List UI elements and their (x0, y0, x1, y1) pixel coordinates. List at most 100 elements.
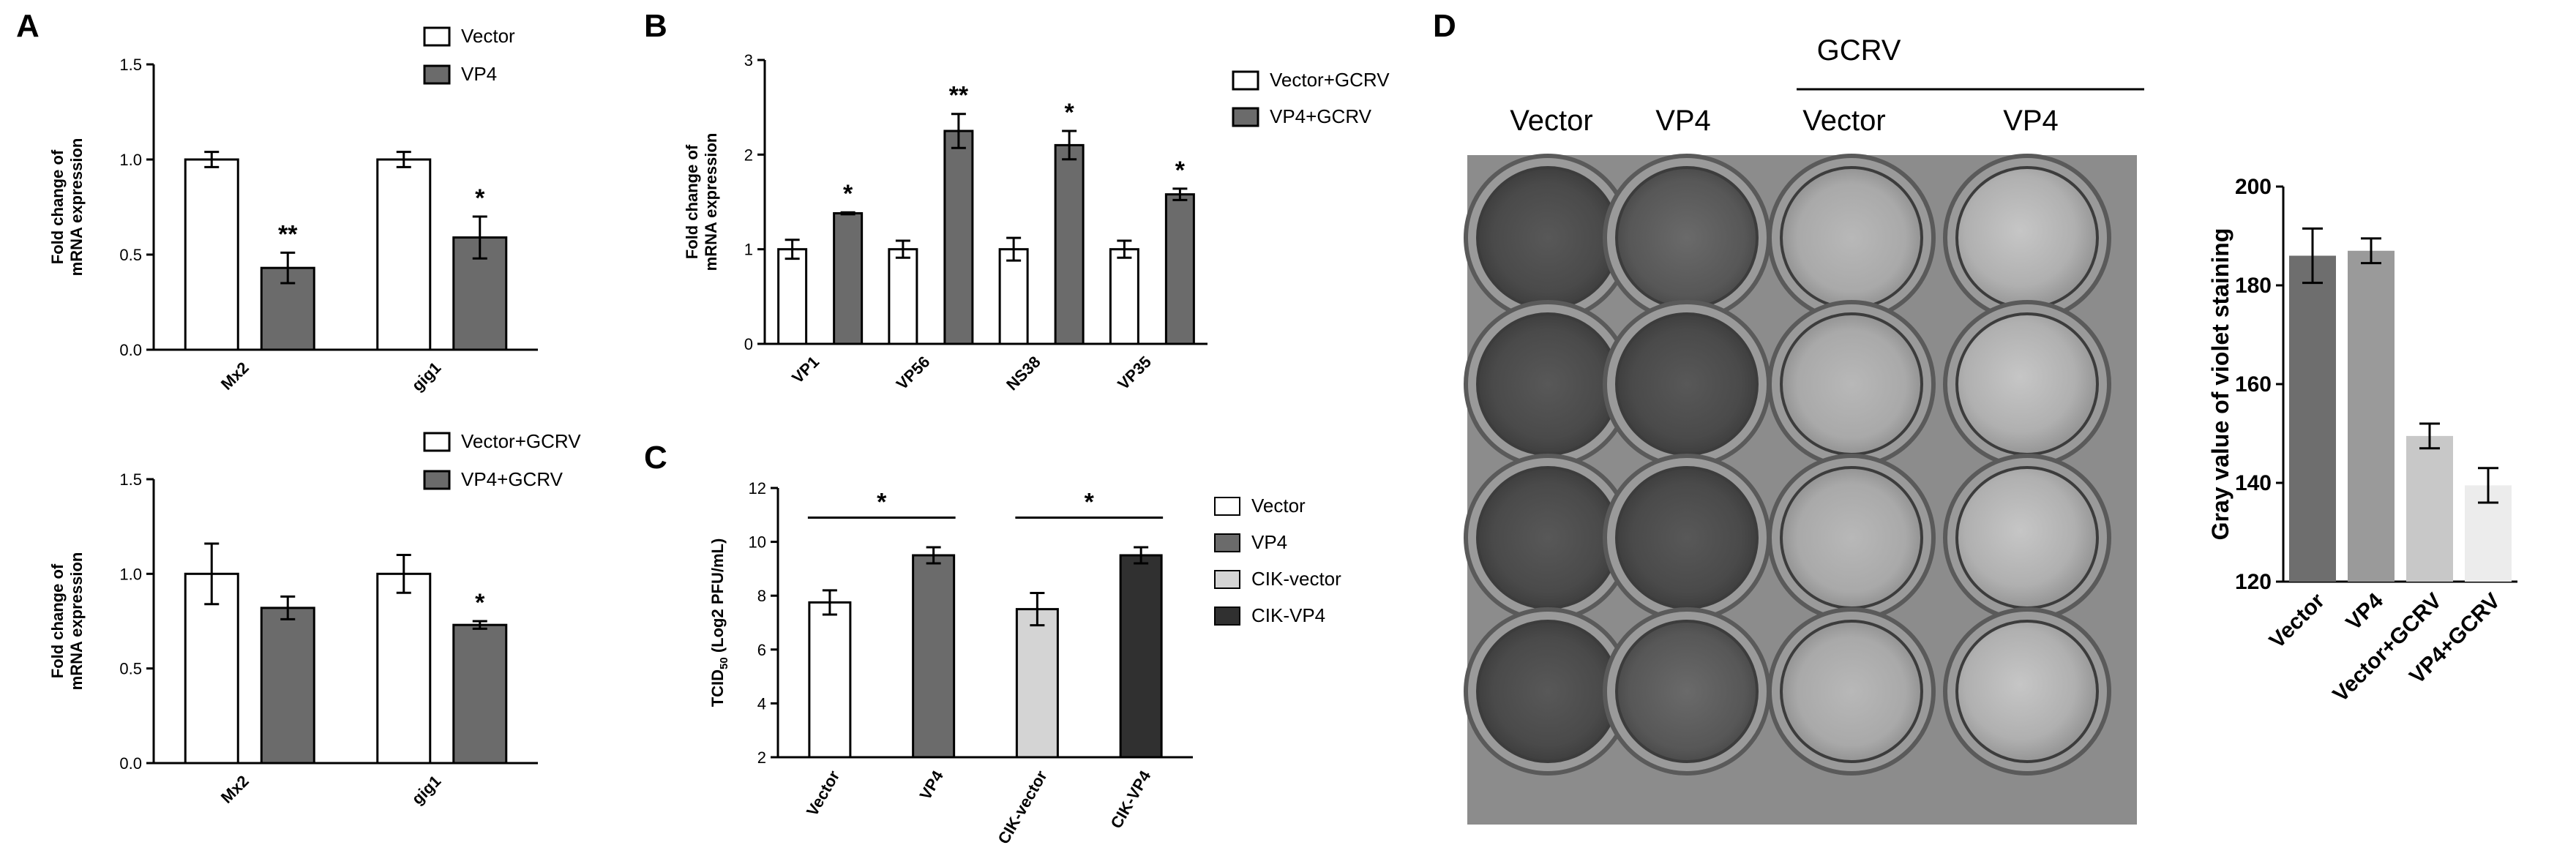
legend-label: Vector (461, 25, 515, 47)
y-tick-label: 8 (757, 587, 766, 605)
legend-swatch (423, 26, 451, 47)
x-tick-label: CIK-vector (994, 767, 1050, 847)
bar (943, 129, 974, 345)
plate-well (1615, 466, 1759, 609)
legend-swatch (423, 64, 451, 85)
y-tick-label: 200 (2235, 175, 2272, 199)
y-tick-label: 3 (744, 51, 753, 70)
y-axis-title: Fold change of (48, 149, 67, 264)
plate-col-label-1: Vector (1510, 105, 1592, 137)
legend-label: CIK-VP4 (1251, 604, 1325, 626)
bar (1119, 554, 1163, 759)
bar (376, 572, 432, 765)
y-tick-label: 0.5 (119, 246, 142, 264)
bar (2406, 435, 2453, 582)
y-tick-label: 2 (744, 146, 753, 164)
bar (998, 248, 1029, 345)
legend-label: CIK-vector (1251, 568, 1341, 590)
y-tick-label: 140 (2235, 471, 2272, 495)
bar (2348, 250, 2395, 582)
y-axis-title: Fold change of (48, 563, 67, 678)
significance-mark: * (1065, 99, 1075, 127)
plate-col-label-2: VP4 (1655, 105, 1711, 137)
plate-well (1615, 166, 1759, 309)
x-tick-label: Vector (803, 767, 843, 819)
legend-swatch (1214, 497, 1240, 516)
legend-label: Vector+GCRV (1270, 69, 1390, 91)
bar (1015, 608, 1059, 759)
bar (452, 623, 508, 765)
x-tick-label: Mx2 (217, 772, 252, 807)
significance-mark: * (475, 184, 485, 212)
legend-swatch (423, 432, 451, 452)
x-tick-label: Vector (2265, 588, 2329, 653)
panel-label-c: C (644, 440, 667, 476)
x-tick-label: VP4 (2342, 588, 2389, 635)
plate-well (1476, 166, 1620, 309)
bar (808, 601, 852, 759)
y-tick-label: 10 (749, 533, 766, 552)
significance-mark: * (843, 180, 853, 208)
plate-well (1955, 466, 2099, 609)
y-tick-label: 1 (744, 241, 753, 259)
plate-well (1476, 620, 1620, 763)
y-tick-label: 120 (2235, 570, 2272, 594)
plate-well (1780, 620, 1923, 763)
significance-mark: * (877, 488, 887, 516)
plate-well (1615, 312, 1759, 456)
y-tick-label: 6 (757, 641, 766, 659)
legend-label: VP4 (1251, 531, 1287, 553)
x-tick-label: VP35 (1114, 353, 1155, 394)
bar (1164, 193, 1195, 345)
y-tick-label: 0.5 (119, 660, 142, 678)
bar (777, 248, 808, 345)
bar (184, 158, 239, 351)
significance-mark: ** (949, 82, 969, 110)
y-axis-title: Gray value of violet staining (2207, 228, 2234, 541)
bar (1054, 143, 1085, 345)
x-tick-label: VP1 (788, 353, 823, 387)
legend-swatch (1214, 607, 1240, 626)
significance-mark: * (475, 589, 485, 617)
y-axis-title: mRNA expression (702, 133, 720, 271)
plate-well (1955, 312, 2099, 456)
significance-mark: * (1175, 157, 1186, 184)
legend-swatch (423, 470, 451, 490)
bar (833, 212, 864, 345)
y-axis-title: Fold change of (683, 144, 701, 259)
bar (888, 248, 918, 345)
plate-well (1476, 466, 1620, 609)
x-tick-label: NS38 (1003, 353, 1044, 394)
crystal-violet-plate-photo: GCRV Vector VP4 Vector VP4 (1464, 34, 2144, 825)
x-tick-label: CIK-VP4 (1107, 767, 1154, 831)
plate-well (1615, 620, 1759, 763)
y-axis-title: TCID50 (Log2 PFU/mL) (708, 538, 730, 707)
plate-col-label-3: Vector (1802, 105, 1885, 137)
plate-group-label: GCRV (1817, 34, 1901, 67)
plate-well (1955, 620, 2099, 763)
plate-col-label-4: VP4 (2003, 105, 2059, 137)
x-tick-label: gig1 (408, 772, 445, 808)
plate-well (1780, 312, 1923, 456)
chart-c: 2 4 6 8 10 12 TCID50 (Log2 PFU/mL) Vector VP4 CIK… (708, 479, 1341, 847)
significance-mark: * (1085, 488, 1095, 516)
y-tick-label: 0.0 (119, 754, 142, 773)
legend-label: Vector+GCRV (461, 430, 581, 452)
y-tick-label: 2 (757, 748, 766, 767)
plate-well (1955, 166, 2099, 309)
y-tick-label: 1.0 (119, 565, 142, 583)
x-tick-label: Mx2 (217, 358, 252, 394)
bar (912, 554, 956, 759)
x-tick-label: VP4 (916, 767, 948, 803)
legend-label: VP4+GCRV (461, 468, 564, 490)
panel-label-b: B (644, 8, 667, 44)
y-tick-label: 0 (744, 335, 753, 353)
legend-swatch (1214, 533, 1240, 552)
legend-label: VP4+GCRV (1270, 105, 1372, 127)
y-tick-label: 1.5 (119, 56, 142, 74)
y-tick-label: 4 (757, 694, 766, 713)
legend-label: VP4 (461, 63, 497, 85)
plate-well (1780, 466, 1923, 609)
